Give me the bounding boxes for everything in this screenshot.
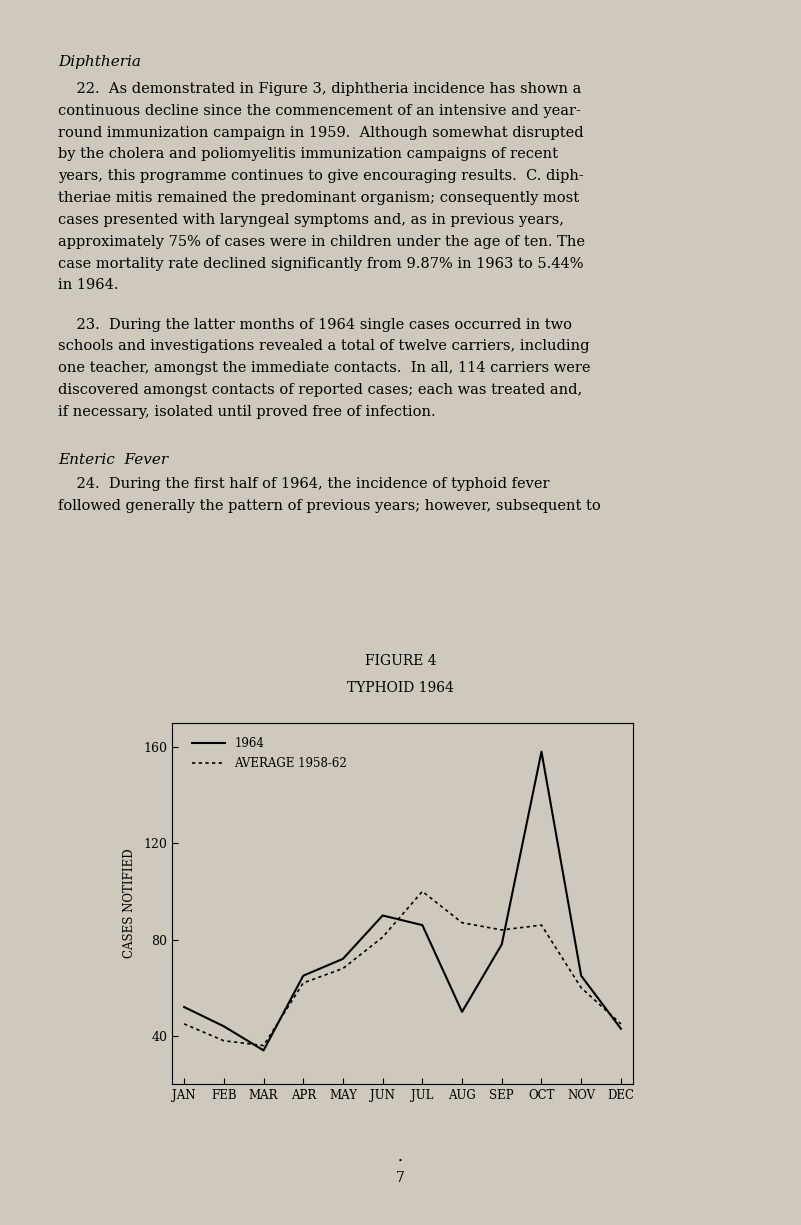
Text: by the cholera and poliomyelitis immunization campaigns of recent: by the cholera and poliomyelitis immuniz… — [58, 147, 558, 162]
Text: •: • — [398, 1158, 403, 1165]
Text: followed generally the pattern of previous years; however, subsequent to: followed generally the pattern of previo… — [58, 499, 602, 512]
Text: round immunization campaign in 1959.  Although somewhat disrupted: round immunization campaign in 1959. Alt… — [58, 126, 584, 140]
Text: FIGURE 4: FIGURE 4 — [364, 654, 437, 668]
Text: schools and investigations revealed a total of twelve carriers, including: schools and investigations revealed a to… — [58, 339, 590, 353]
Text: discovered amongst contacts of reported cases; each was treated and,: discovered amongst contacts of reported … — [58, 383, 582, 397]
Text: Diphtheria: Diphtheria — [58, 55, 142, 69]
Text: in 1964.: in 1964. — [58, 278, 119, 293]
Text: 22.  As demonstrated in Figure 3, diphtheria incidence has shown a: 22. As demonstrated in Figure 3, diphthe… — [58, 82, 582, 96]
Text: 7: 7 — [396, 1171, 405, 1186]
Text: theriae mitis remained the predominant organism; consequently most: theriae mitis remained the predominant o… — [58, 191, 580, 205]
Text: if necessary, isolated until proved free of infection.: if necessary, isolated until proved free… — [58, 404, 436, 419]
Text: TYPHOID 1964: TYPHOID 1964 — [347, 681, 454, 695]
Text: cases presented with laryngeal symptoms and, as in previous years,: cases presented with laryngeal symptoms … — [58, 213, 565, 227]
Text: 23.  During the latter months of 1964 single cases occurred in two: 23. During the latter months of 1964 sin… — [58, 317, 573, 332]
Legend: 1964, AVERAGE 1958-62: 1964, AVERAGE 1958-62 — [187, 733, 352, 774]
Y-axis label: CASES NOTIFIED: CASES NOTIFIED — [123, 849, 136, 958]
Text: one teacher, amongst the immediate contacts.  In all, 114 carriers were: one teacher, amongst the immediate conta… — [58, 361, 591, 375]
Text: approximately 75% of cases were in children under the age of ten. The: approximately 75% of cases were in child… — [58, 235, 586, 249]
Text: continuous decline since the commencement of an intensive and year-: continuous decline since the commencemen… — [58, 104, 582, 118]
Text: Enteric  Fever: Enteric Fever — [58, 453, 168, 467]
Text: years, this programme continues to give encouraging results.  C. diph-: years, this programme continues to give … — [58, 169, 584, 184]
Text: case mortality rate declined significantly from 9.87% in 1963 to 5.44%: case mortality rate declined significant… — [58, 256, 584, 271]
Text: 24.  During the first half of 1964, the incidence of typhoid fever: 24. During the first half of 1964, the i… — [58, 477, 550, 491]
